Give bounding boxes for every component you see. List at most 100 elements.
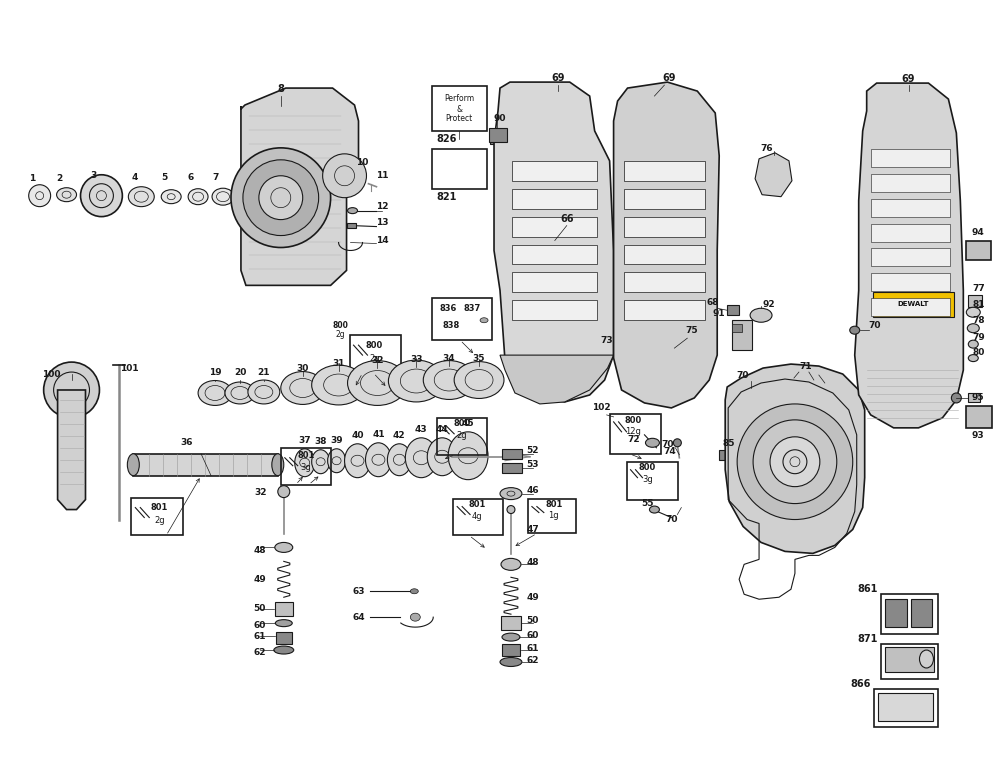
Text: 61: 61	[527, 644, 539, 652]
Text: 47: 47	[527, 525, 539, 534]
Bar	[512, 272, 597, 292]
Text: 801: 801	[468, 500, 486, 509]
Text: 64: 64	[352, 613, 365, 621]
Text: 53: 53	[527, 460, 539, 469]
Text: 800: 800	[454, 420, 471, 428]
Bar	[871, 274, 950, 291]
Text: 32: 32	[371, 356, 384, 365]
Text: 31: 31	[332, 359, 345, 368]
Text: 39: 39	[330, 436, 343, 445]
Text: 32: 32	[255, 488, 267, 497]
Ellipse shape	[387, 444, 411, 475]
Ellipse shape	[225, 382, 255, 404]
Bar	[727, 305, 739, 315]
Text: 4: 4	[131, 173, 138, 182]
Text: 861: 861	[857, 584, 878, 594]
Polygon shape	[58, 390, 85, 509]
Text: 14: 14	[376, 236, 389, 245]
Circle shape	[231, 148, 331, 247]
Circle shape	[770, 437, 820, 487]
Text: 801: 801	[545, 500, 562, 509]
Ellipse shape	[212, 188, 234, 205]
Text: 871: 871	[857, 634, 878, 644]
Text: 95: 95	[972, 393, 985, 403]
Text: 2g: 2g	[369, 353, 380, 363]
Text: 48: 48	[527, 558, 539, 567]
Text: 85: 85	[723, 439, 735, 448]
Ellipse shape	[968, 355, 978, 362]
Ellipse shape	[388, 360, 444, 402]
Text: 8: 8	[277, 84, 284, 94]
Text: 3g: 3g	[300, 463, 311, 472]
Text: 7: 7	[213, 173, 219, 182]
Text: 50: 50	[254, 604, 266, 613]
Ellipse shape	[427, 438, 457, 475]
Bar	[275, 602, 293, 616]
Bar	[512, 216, 597, 237]
Bar	[350, 335, 401, 373]
Bar	[871, 174, 950, 192]
Text: 62: 62	[527, 656, 539, 665]
Text: 800: 800	[625, 417, 642, 425]
Ellipse shape	[248, 380, 280, 404]
Ellipse shape	[448, 432, 488, 480]
Text: 10: 10	[356, 158, 369, 167]
Text: 42: 42	[393, 431, 406, 441]
Bar	[878, 693, 933, 720]
Ellipse shape	[850, 326, 860, 334]
Text: 33: 33	[410, 355, 423, 363]
Text: 73: 73	[600, 335, 613, 345]
Ellipse shape	[295, 449, 315, 477]
Text: 41: 41	[372, 431, 385, 439]
Text: 1g: 1g	[548, 511, 559, 520]
Ellipse shape	[966, 308, 980, 317]
Text: 43: 43	[415, 425, 428, 434]
Text: 2: 2	[56, 174, 63, 183]
Ellipse shape	[281, 372, 325, 404]
Text: 78: 78	[972, 315, 985, 325]
Bar	[966, 406, 992, 427]
Text: 81: 81	[972, 300, 985, 308]
Ellipse shape	[128, 187, 154, 206]
Circle shape	[278, 485, 290, 498]
Ellipse shape	[365, 443, 391, 477]
Text: 30: 30	[297, 363, 309, 373]
Text: 49: 49	[527, 593, 539, 601]
Text: 50: 50	[527, 615, 539, 625]
Ellipse shape	[968, 340, 978, 348]
Text: 35: 35	[473, 353, 485, 363]
Text: 63: 63	[352, 587, 365, 596]
Polygon shape	[241, 88, 359, 285]
Ellipse shape	[500, 488, 522, 499]
Bar	[871, 223, 950, 241]
Text: 836: 836	[439, 304, 457, 313]
Bar	[885, 599, 907, 627]
Ellipse shape	[312, 365, 365, 405]
Text: 38: 38	[314, 438, 327, 446]
Text: 60: 60	[527, 631, 539, 639]
Bar	[432, 86, 487, 131]
Bar	[133, 454, 278, 475]
Ellipse shape	[57, 188, 77, 202]
Bar	[432, 149, 487, 189]
Text: 91: 91	[713, 308, 726, 318]
Bar	[528, 499, 576, 533]
Bar	[624, 216, 705, 237]
Ellipse shape	[161, 189, 181, 203]
Text: 37: 37	[298, 436, 311, 445]
Circle shape	[44, 362, 99, 418]
Text: 5: 5	[161, 173, 167, 182]
Bar	[873, 292, 954, 317]
Text: Perform: Perform	[444, 94, 474, 103]
Bar	[871, 199, 950, 216]
Text: 4g: 4g	[472, 512, 482, 521]
Polygon shape	[855, 83, 963, 427]
Ellipse shape	[275, 620, 292, 627]
Circle shape	[81, 175, 122, 216]
Ellipse shape	[274, 646, 294, 654]
Ellipse shape	[410, 589, 418, 594]
Bar	[453, 499, 503, 536]
Text: 826: 826	[436, 134, 456, 144]
Text: 837: 837	[463, 304, 481, 313]
Text: 61: 61	[254, 632, 266, 641]
